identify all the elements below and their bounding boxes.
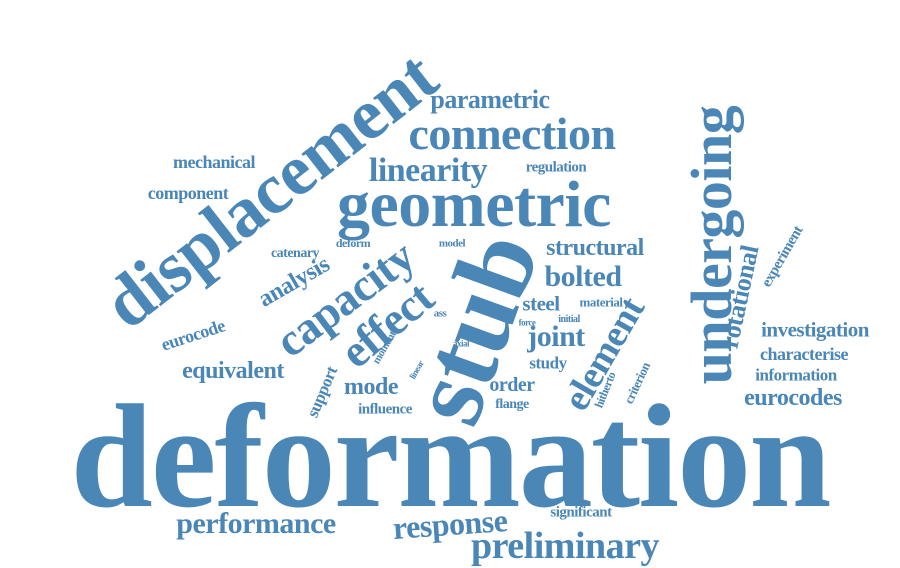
word-influence: influence [358,401,412,418]
word-connection: connection [408,108,616,159]
word-study: study [529,353,567,373]
word-preliminary: preliminary [470,525,660,567]
word-steel: steel [522,291,560,316]
word-force: force [518,317,536,328]
word-deformation: deformation [70,375,832,539]
word-structural: structural [546,235,644,261]
word-characterise: characterise [760,344,848,364]
word-model: model [438,237,466,250]
word-eurocode: eurocode [158,315,228,355]
word-equivalent: equivalent [182,358,284,384]
word-ass: ass [433,307,447,320]
word-catenary: catenary [270,246,320,261]
word-performance: performance [176,507,336,540]
word-investigation: investigation [761,317,869,342]
word-bolted: bolted [544,260,622,293]
word-experiment: experiment [758,223,807,290]
word-deform: deform [335,236,371,250]
word-information: information [755,365,837,385]
word-regulation: regulation [525,159,587,176]
word-joint: joint [527,320,585,353]
word-mode: mode [344,374,399,400]
word-flange: flange [495,397,529,412]
word-component: component [147,183,229,203]
word-significant: significant [550,504,612,521]
word-material: material [579,294,623,310]
word-initial: initial [558,314,580,325]
word-linearity: linearity [368,152,488,189]
word-mechanical: mechanical [173,152,256,172]
word-geometric: geometric [337,168,611,241]
word-eurocodes: eurocodes [744,385,842,411]
word-order: order [489,374,535,396]
word-response: response [391,502,509,546]
word-parametric: parametric [430,85,550,114]
word-axial: axial [452,338,470,349]
